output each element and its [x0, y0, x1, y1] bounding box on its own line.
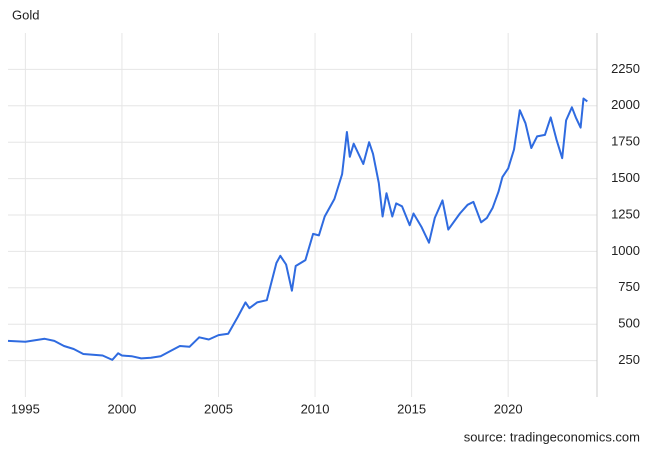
line — [7, 97, 588, 361]
y-tick-label: 1500 — [611, 170, 640, 185]
y-tick-label: 1250 — [611, 206, 640, 221]
chart-title: Gold — [12, 7, 39, 22]
y-tick-label: 2000 — [611, 97, 640, 112]
y-tick-label: 500 — [618, 316, 640, 331]
y-tick-label: 750 — [618, 279, 640, 294]
y-tick-label: 1750 — [611, 134, 640, 149]
x-tick-label: 2020 — [494, 401, 523, 416]
source: source: tradingeconomics.com — [464, 429, 640, 444]
x-tick-label: 2000 — [107, 401, 136, 416]
x-tick-label: 2010 — [301, 401, 330, 416]
y-tick-label: 2250 — [611, 61, 640, 76]
x-tick-label: 2015 — [397, 401, 426, 416]
y-tick-label: 250 — [618, 352, 640, 367]
x-tick-label: 2005 — [204, 401, 233, 416]
y-tick-label: 1000 — [611, 243, 640, 258]
x-tick-label: 1995 — [11, 401, 40, 416]
